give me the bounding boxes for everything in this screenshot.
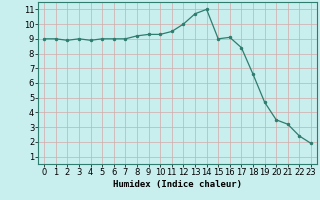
X-axis label: Humidex (Indice chaleur): Humidex (Indice chaleur) xyxy=(113,180,242,189)
